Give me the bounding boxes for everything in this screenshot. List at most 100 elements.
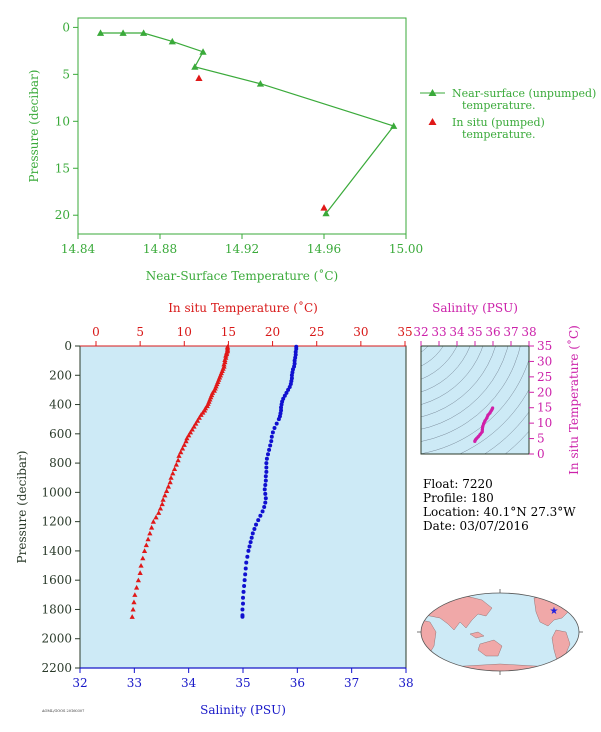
temperature-point — [168, 475, 174, 480]
temperature-point — [193, 420, 199, 426]
temperature-tick-label: 30 — [353, 325, 368, 339]
ts-salinity-tick-label: 36 — [485, 325, 500, 339]
temperature-point — [175, 457, 181, 463]
ts-salinity-tick-label: 34 — [449, 325, 465, 339]
legend-label-pumped-2: temperature. — [462, 128, 536, 141]
salinity-point — [292, 358, 297, 363]
temperature-point — [181, 442, 187, 447]
legend-marker-unpumped — [428, 89, 437, 96]
pressure-axis-label: Pressure (decibar) — [15, 451, 29, 564]
salinity-point — [240, 607, 245, 612]
temperature-point — [138, 562, 144, 568]
temperature-point — [187, 429, 194, 435]
salinity-point — [279, 405, 284, 410]
temperature-axis-ticks: 0 5 10 15 20 25 30 35 — [92, 325, 413, 346]
ts-salinity-tick-label: 38 — [521, 325, 536, 339]
salinity-point — [293, 349, 298, 354]
salinity-point — [241, 589, 246, 594]
temperature-point — [147, 530, 153, 536]
near-surface-unpumped-point — [191, 63, 199, 70]
near-surface-y-tick-label: 5 — [62, 67, 70, 81]
temperature-point — [130, 606, 136, 612]
temperature-point — [157, 505, 164, 511]
ts-point — [482, 422, 486, 426]
temperature-point — [165, 483, 171, 489]
ts-salinity-tick-label: 32 — [413, 325, 428, 339]
temperature-axis-label: In situ Temperature (˚C) — [168, 300, 318, 315]
float-info: Float: 7220 Profile: 180 Location: 40.1°… — [423, 477, 576, 533]
salinity-point — [282, 393, 287, 398]
ts-point — [483, 419, 487, 423]
ts-salinity-axis-label: Salinity (PSU) — [432, 301, 518, 315]
float-location: Location: 40.1°N 27.3°W — [423, 505, 576, 519]
near-surface-x-ticks: 14.84 14.88 14.92 14.96 15.00 — [61, 234, 423, 256]
salinity-point — [263, 496, 268, 501]
ts-point — [488, 411, 492, 415]
salinity-tick-label: 36 — [290, 676, 305, 690]
near-surface-x-tick-label: 14.84 — [61, 242, 96, 256]
float-id: Float: 7220 — [423, 477, 493, 491]
temperature-point — [196, 415, 202, 420]
temperature-point — [167, 479, 173, 485]
temperature-point — [131, 599, 137, 605]
salinity-point — [264, 465, 269, 470]
salinity-point — [272, 425, 277, 430]
salinity-point — [263, 474, 268, 479]
world-map: ★ — [417, 589, 583, 675]
salinity-point — [256, 518, 261, 523]
salinity-tick-label: 34 — [181, 676, 197, 690]
salinity-point — [269, 434, 274, 439]
near-surface-unpumped-point — [322, 209, 330, 217]
temperature-point — [141, 548, 148, 553]
salinity-point — [263, 491, 268, 496]
ts-salinity-tick-label: 35 — [467, 325, 482, 339]
near-surface-y-ticks: 0 5 10 15 20 — [55, 20, 78, 222]
profile-number: Profile: 180 — [423, 491, 494, 505]
temperature-tick-label: 25 — [309, 325, 324, 339]
salinity-point — [254, 522, 259, 527]
near-surface-unpumped-point — [168, 37, 176, 45]
ts-temperature-tick-label: 15 — [537, 401, 552, 415]
pressure-tick-label: 200 — [49, 368, 72, 382]
profile-date: Date: 03/07/2016 — [423, 519, 529, 533]
salinity-point — [245, 554, 250, 559]
profile-chart: 0 5 10 15 20 25 30 35 32 33 34 35 36 37 38 0 200 400 600… — [15, 300, 414, 717]
salinity-point — [262, 505, 267, 509]
near-surface-chart: 14.84 14.88 14.92 14.96 15.00 0 5 10 15 20 Near-… — [27, 17, 596, 283]
salinity-tick-label: 33 — [127, 676, 142, 690]
near-surface-unpumped-point — [119, 29, 127, 36]
ts-point — [485, 416, 489, 420]
near-surface-y-axis-label: Pressure (decibar) — [27, 70, 41, 183]
temperature-tick-label: 20 — [265, 325, 280, 339]
temperature-tick-label: 10 — [177, 325, 192, 339]
near-surface-unpumped-point — [199, 48, 207, 55]
pressure-tick-label: 800 — [49, 456, 72, 470]
ts-point — [486, 413, 490, 417]
temperature-point — [194, 418, 201, 423]
pressure-tick-label: 1000 — [41, 485, 72, 499]
near-surface-legend: Near-surface (unpumped) temperature. In … — [420, 87, 596, 141]
temperature-point — [178, 449, 184, 455]
temperature-point — [159, 501, 165, 507]
temperature-point — [129, 614, 135, 619]
salinity-point — [244, 560, 249, 565]
salinity-point — [267, 447, 272, 452]
salinity-point — [264, 461, 269, 466]
ts-plot-background — [421, 346, 529, 454]
near-surface-pumped-point — [320, 204, 328, 211]
temperature-point — [162, 492, 168, 498]
near-surface-y-tick-label: 15 — [55, 161, 70, 175]
salinity-point — [286, 387, 291, 392]
pressure-axis-ticks: 0 200 400 600 800 1000 1200 1400 1600 1800 2000 220… — [41, 339, 80, 675]
pressure-tick-label: 600 — [49, 427, 72, 441]
ts-temperature-tick-label: 25 — [537, 370, 552, 384]
near-surface-series — [96, 29, 398, 217]
salinity-point — [276, 417, 281, 422]
near-surface-pumped-point — [195, 74, 203, 81]
salinity-point — [262, 487, 267, 492]
ts-temperature-tick-label: 5 — [537, 432, 545, 446]
ts-point — [481, 424, 485, 429]
salinity-series — [240, 344, 299, 619]
